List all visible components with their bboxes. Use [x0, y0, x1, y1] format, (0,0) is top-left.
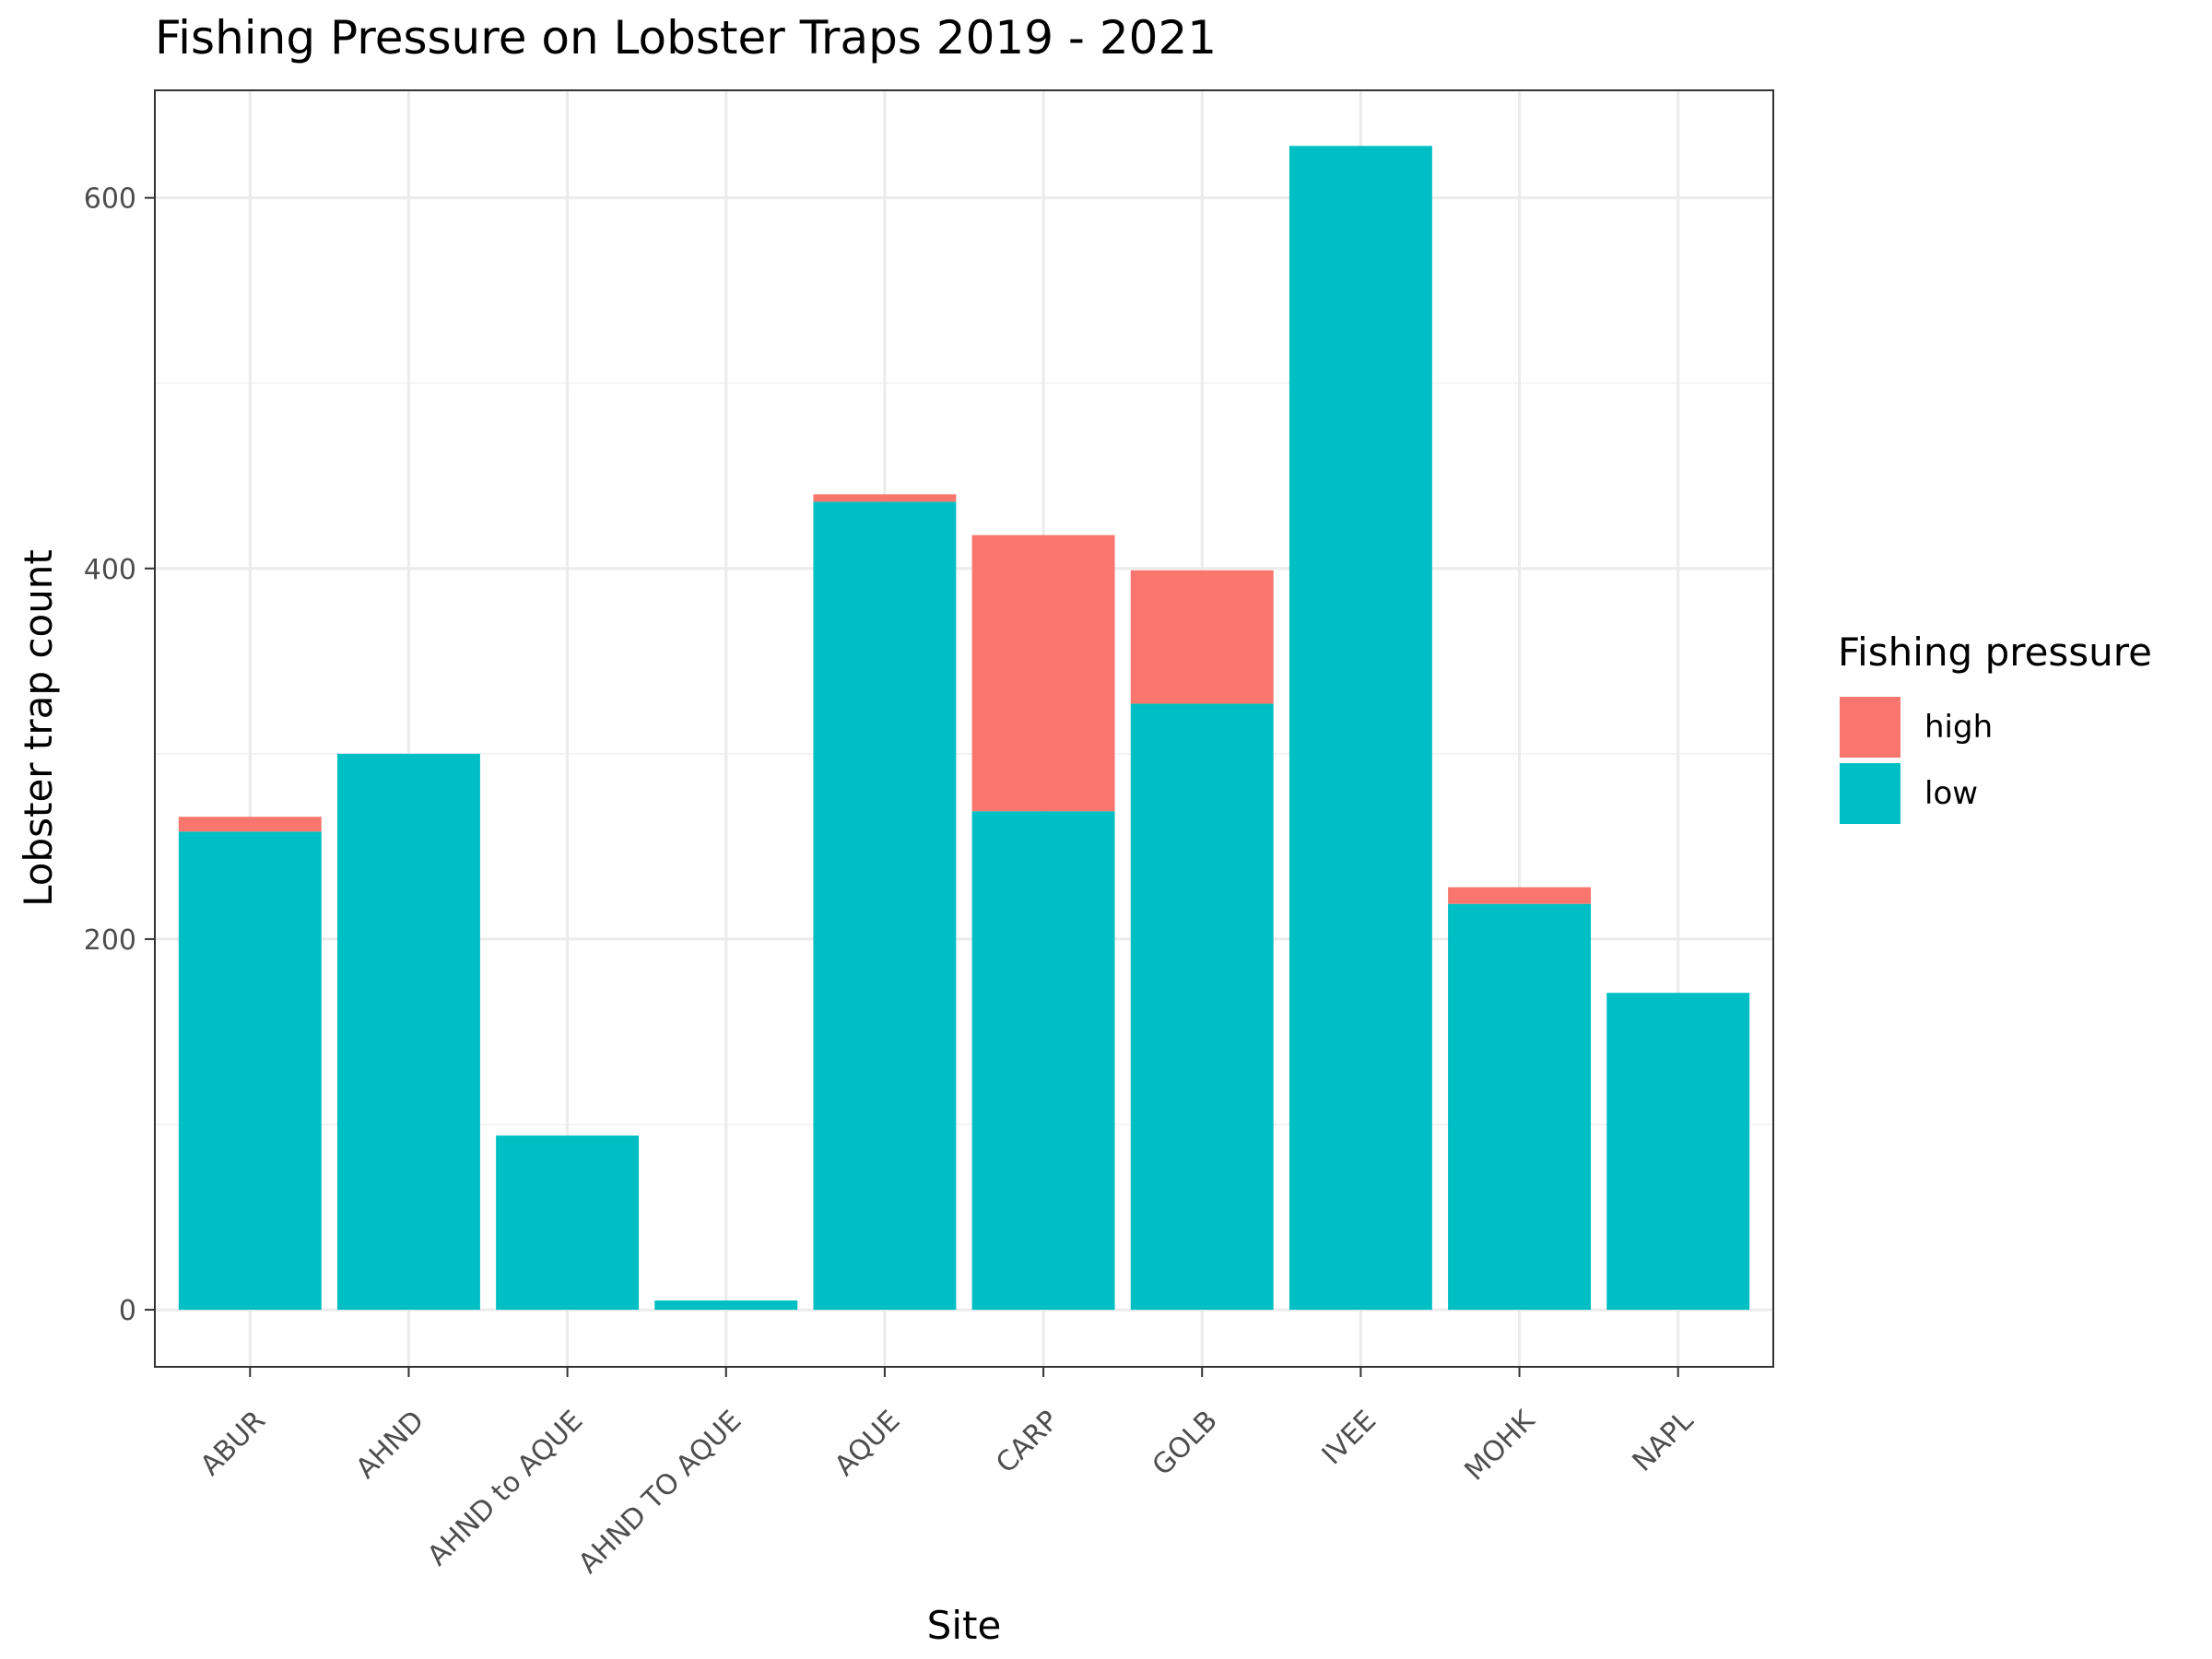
legend-title: Fishing pressure	[1838, 629, 2152, 675]
bar-high-mohk	[1448, 887, 1592, 904]
bar-low-golb	[1130, 703, 1274, 1311]
x-axis-title: Site	[927, 1603, 1002, 1648]
legend-key-high	[1840, 697, 1900, 758]
bar-low-napl	[1606, 993, 1750, 1311]
y-axis: 0 200 400 600	[84, 183, 155, 1327]
bar-low-carp	[971, 811, 1115, 1311]
bar-high-aque	[813, 494, 957, 502]
bar-high-carp	[971, 535, 1115, 812]
legend: Fishing pressure high low	[1838, 629, 2152, 824]
legend-key-low	[1840, 763, 1900, 824]
y-tick-label: 400	[84, 554, 136, 586]
bar-low-ahnd-to-aque	[654, 1300, 798, 1311]
chart-title: Fishing Pressure on Lobster Traps 2019 -…	[155, 11, 1217, 65]
y-axis-title: Lobster trap count	[16, 549, 61, 907]
bar-low-aque	[813, 501, 957, 1311]
bar-low-mohk	[1448, 903, 1592, 1311]
legend-label-low: low	[1924, 775, 1978, 812]
bar-low-ahnd-to-aque	[496, 1135, 640, 1311]
legend-label-high: high	[1924, 709, 1993, 746]
bars	[178, 146, 1750, 1311]
y-tick-label: 200	[84, 924, 136, 957]
y-tick-label: 0	[119, 1295, 136, 1327]
bar-low-ivee	[1288, 146, 1432, 1311]
bar-low-abur	[178, 831, 322, 1311]
y-tick-label: 600	[84, 183, 136, 216]
bar-high-abur	[178, 817, 322, 832]
bar-high-golb	[1130, 570, 1274, 704]
plot-panel-border	[154, 89, 1774, 1368]
bar-low-ahnd	[336, 753, 480, 1311]
